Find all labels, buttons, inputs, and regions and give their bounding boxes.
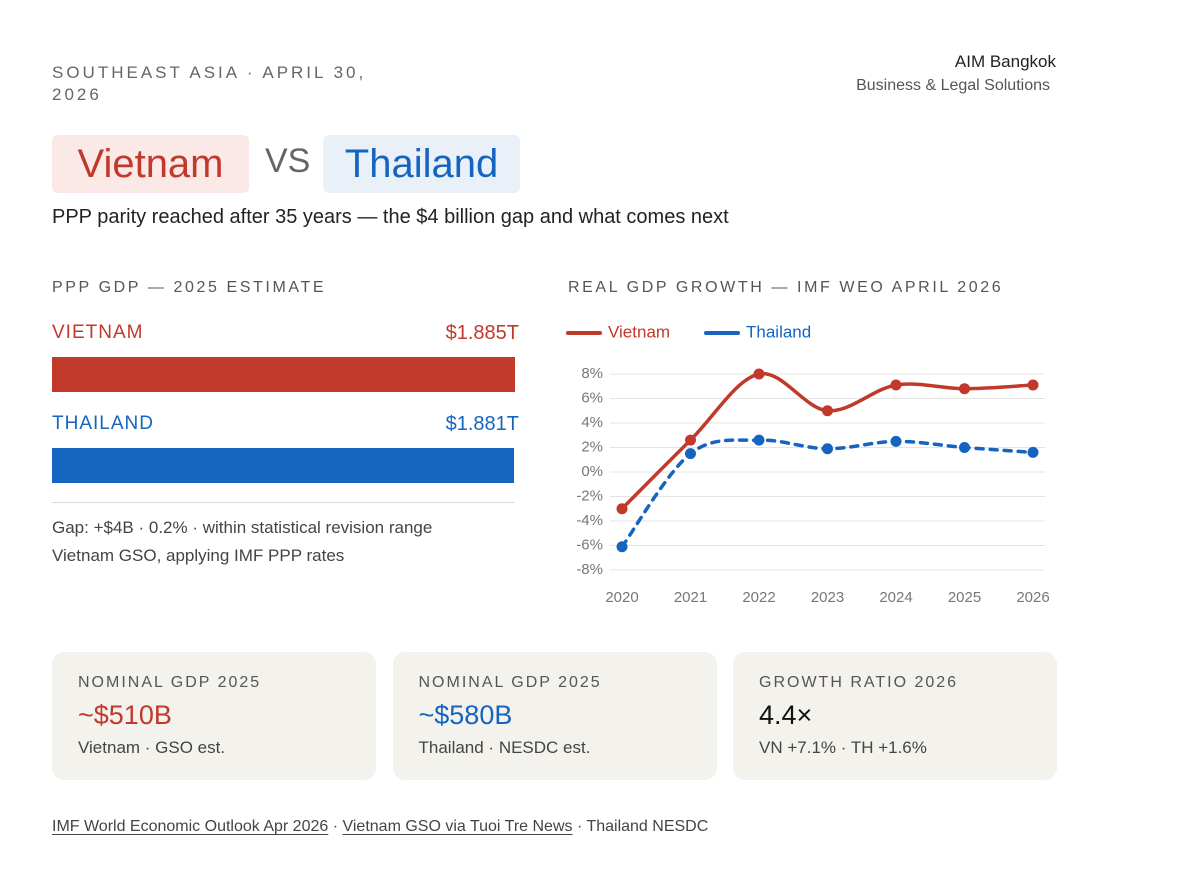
point [890, 379, 902, 391]
source-text: Thailand NESDC [586, 818, 709, 835]
card-note: VN +7.1% · TH +1.6% [759, 738, 927, 757]
source-separator: · [572, 818, 587, 835]
point [685, 434, 696, 446]
kicker: SOUTHEAST ASIA · APRIL 30, 2026 [52, 63, 367, 104]
source-note: Vietnam GSO, applying IMF PPP rates [52, 546, 345, 565]
point [959, 383, 970, 395]
point [890, 435, 902, 447]
card-label: NOMINAL GDP 2025 [418, 674, 602, 691]
x-tick-label: 2020 [605, 589, 638, 606]
sources: IMF World Economic Outlook Apr 2026 · Vi… [52, 818, 708, 836]
point [753, 434, 765, 446]
point [616, 541, 628, 553]
stat-card: NOMINAL GDP 2025 ~$580B Thailand · NESDC e… [392, 652, 717, 780]
card-label: GROWTH RATIO 2026 [759, 674, 959, 691]
stat-card: GROWTH RATIO 2026 4.4× VN +7.1% · TH +1.6% [733, 652, 1057, 780]
point [822, 405, 833, 417]
point [822, 443, 833, 455]
brand-subtitle: Business & Legal Solutions [856, 77, 1050, 94]
card-value: ~$510B [78, 700, 172, 730]
brand: AIM Bangkok [954, 52, 1056, 71]
ppp-title: PPP GDP — 2025 ESTIMATE [52, 279, 327, 296]
bar-category: VIETNAM [52, 322, 144, 343]
gap-note: Gap: +$4B · 0.2% · within statistical re… [52, 518, 433, 537]
bar-value-label: $1.885T [445, 322, 519, 344]
source-separator: · [328, 818, 343, 835]
point [616, 503, 628, 515]
y-tick-label: -8% [576, 561, 603, 578]
title-vs: VS [265, 142, 311, 180]
y-tick-label: 4% [581, 414, 603, 431]
title-thailand: Thailand [323, 135, 520, 193]
card-value: 4.4× [759, 700, 813, 730]
point [1027, 446, 1039, 458]
line-series [620, 372, 1035, 511]
point [753, 368, 765, 380]
point [685, 448, 696, 460]
bar-category: THAILAND [52, 413, 154, 434]
legend-label: Vietnam [608, 322, 670, 341]
stat-card: NOMINAL GDP 2025 ~$510B Vietnam · GSO est. [52, 652, 376, 780]
bar [52, 448, 515, 483]
bar [52, 357, 515, 392]
growth-title: REAL GDP GROWTH — IMF WEO APRIL 2026 [568, 279, 1004, 296]
x-tick-label: 2026 [1016, 589, 1049, 606]
divider [52, 502, 515, 503]
legend-label: Thailand [746, 322, 811, 341]
y-tick-label: 8% [581, 365, 603, 382]
point [1027, 379, 1039, 391]
x-tick-label: 2022 [742, 589, 775, 606]
card-note: Vietnam · GSO est. [78, 738, 226, 757]
y-tick-label: -2% [576, 487, 603, 504]
source-link[interactable]: Vietnam GSO via Tuoi Tre News [342, 818, 573, 835]
card-note: Thailand · NESDC est. [418, 738, 591, 757]
subtitle: PPP parity reached after 35 years — the … [52, 206, 729, 228]
card-value: ~$580B [418, 700, 513, 730]
card-label: NOMINAL GDP 2025 [78, 674, 262, 691]
x-tick-label: 2024 [879, 589, 912, 606]
x-tick-label: 2023 [811, 589, 844, 606]
point [959, 442, 970, 453]
x-tick-label: 2021 [674, 589, 707, 606]
line-series [620, 438, 1035, 549]
source-link[interactable]: IMF World Economic Outlook Apr 2026 [52, 818, 329, 835]
x-tick-label: 2025 [948, 589, 981, 606]
y-tick-label: -6% [576, 536, 603, 553]
y-tick-label: 2% [581, 438, 603, 455]
title-vietnam: Vietnam [52, 135, 249, 193]
y-tick-label: -4% [576, 512, 603, 529]
y-tick-label: 6% [581, 389, 603, 406]
bar-value-label: $1.881T [445, 413, 519, 435]
y-tick-label: 0% [581, 463, 603, 480]
